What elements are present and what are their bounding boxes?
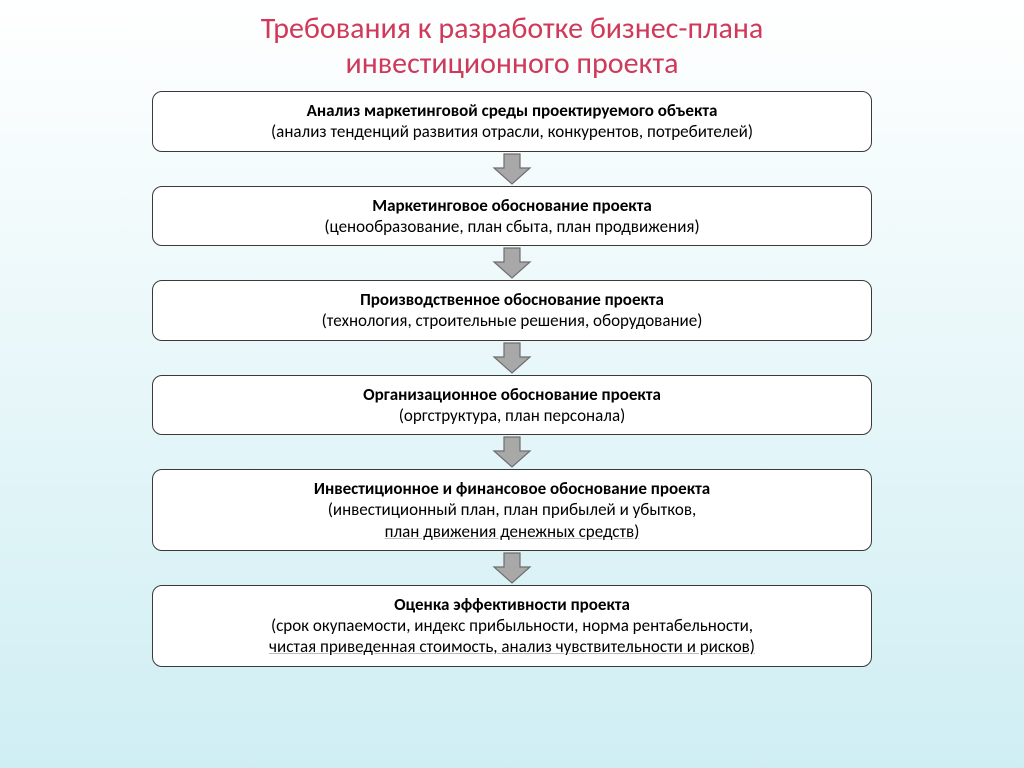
step-subtitle: (ценообразование, план сбыта, план продв… (167, 216, 857, 237)
step-subtitle: (анализ тенденций развития отрасли, конк… (167, 121, 857, 142)
down-arrow-icon (490, 551, 534, 585)
flow-step: Производственное обоснование проекта(тех… (152, 280, 872, 341)
step-title: Оценка эффективности проекта (167, 594, 857, 615)
step-title: Инвестиционное и финансовое обоснование … (167, 478, 857, 499)
slide-title: Требования к разработке бизнес-плана инв… (261, 12, 764, 81)
flow-step: Оценка эффективности проекта(срок окупае… (152, 585, 872, 667)
step-title: Анализ маркетинговой среды проектируемог… (167, 100, 857, 121)
flowchart: Анализ маркетинговой среды проектируемог… (0, 91, 1024, 667)
flow-step: Маркетинговое обоснование проекта(ценооб… (152, 186, 872, 247)
step-subtitle: (инвестиционный план, план прибылей и уб… (167, 499, 857, 520)
title-line2: инвестиционного проекта (346, 45, 679, 82)
step-title: Производственное обоснование проекта (167, 289, 857, 310)
slide-root: Требования к разработке бизнес-плана инв… (0, 0, 1024, 768)
title-line1: Требования к разработке бизнес-плана (261, 10, 764, 47)
flow-step: Организационное обоснование проекта(оргс… (152, 375, 872, 436)
down-arrow-icon (490, 246, 534, 280)
step-subtitle: (оргструктура, план персонала) (167, 405, 857, 426)
flow-step: Анализ маркетинговой среды проектируемог… (152, 91, 872, 152)
step-subtitle: (технология, строительные решения, обору… (167, 310, 857, 331)
step-subtitle-2: план движения денежных средств) (167, 521, 857, 542)
flow-step: Инвестиционное и финансовое обоснование … (152, 469, 872, 551)
down-arrow-icon (490, 152, 534, 186)
down-arrow-icon (490, 435, 534, 469)
step-subtitle-2: чистая приведенная стоимость, анализ чув… (167, 636, 857, 657)
step-title: Маркетинговое обоснование проекта (167, 195, 857, 216)
down-arrow-icon (490, 341, 534, 375)
step-title: Организационное обоснование проекта (167, 384, 857, 405)
step-subtitle: (срок окупаемости, индекс прибыльности, … (167, 615, 857, 636)
